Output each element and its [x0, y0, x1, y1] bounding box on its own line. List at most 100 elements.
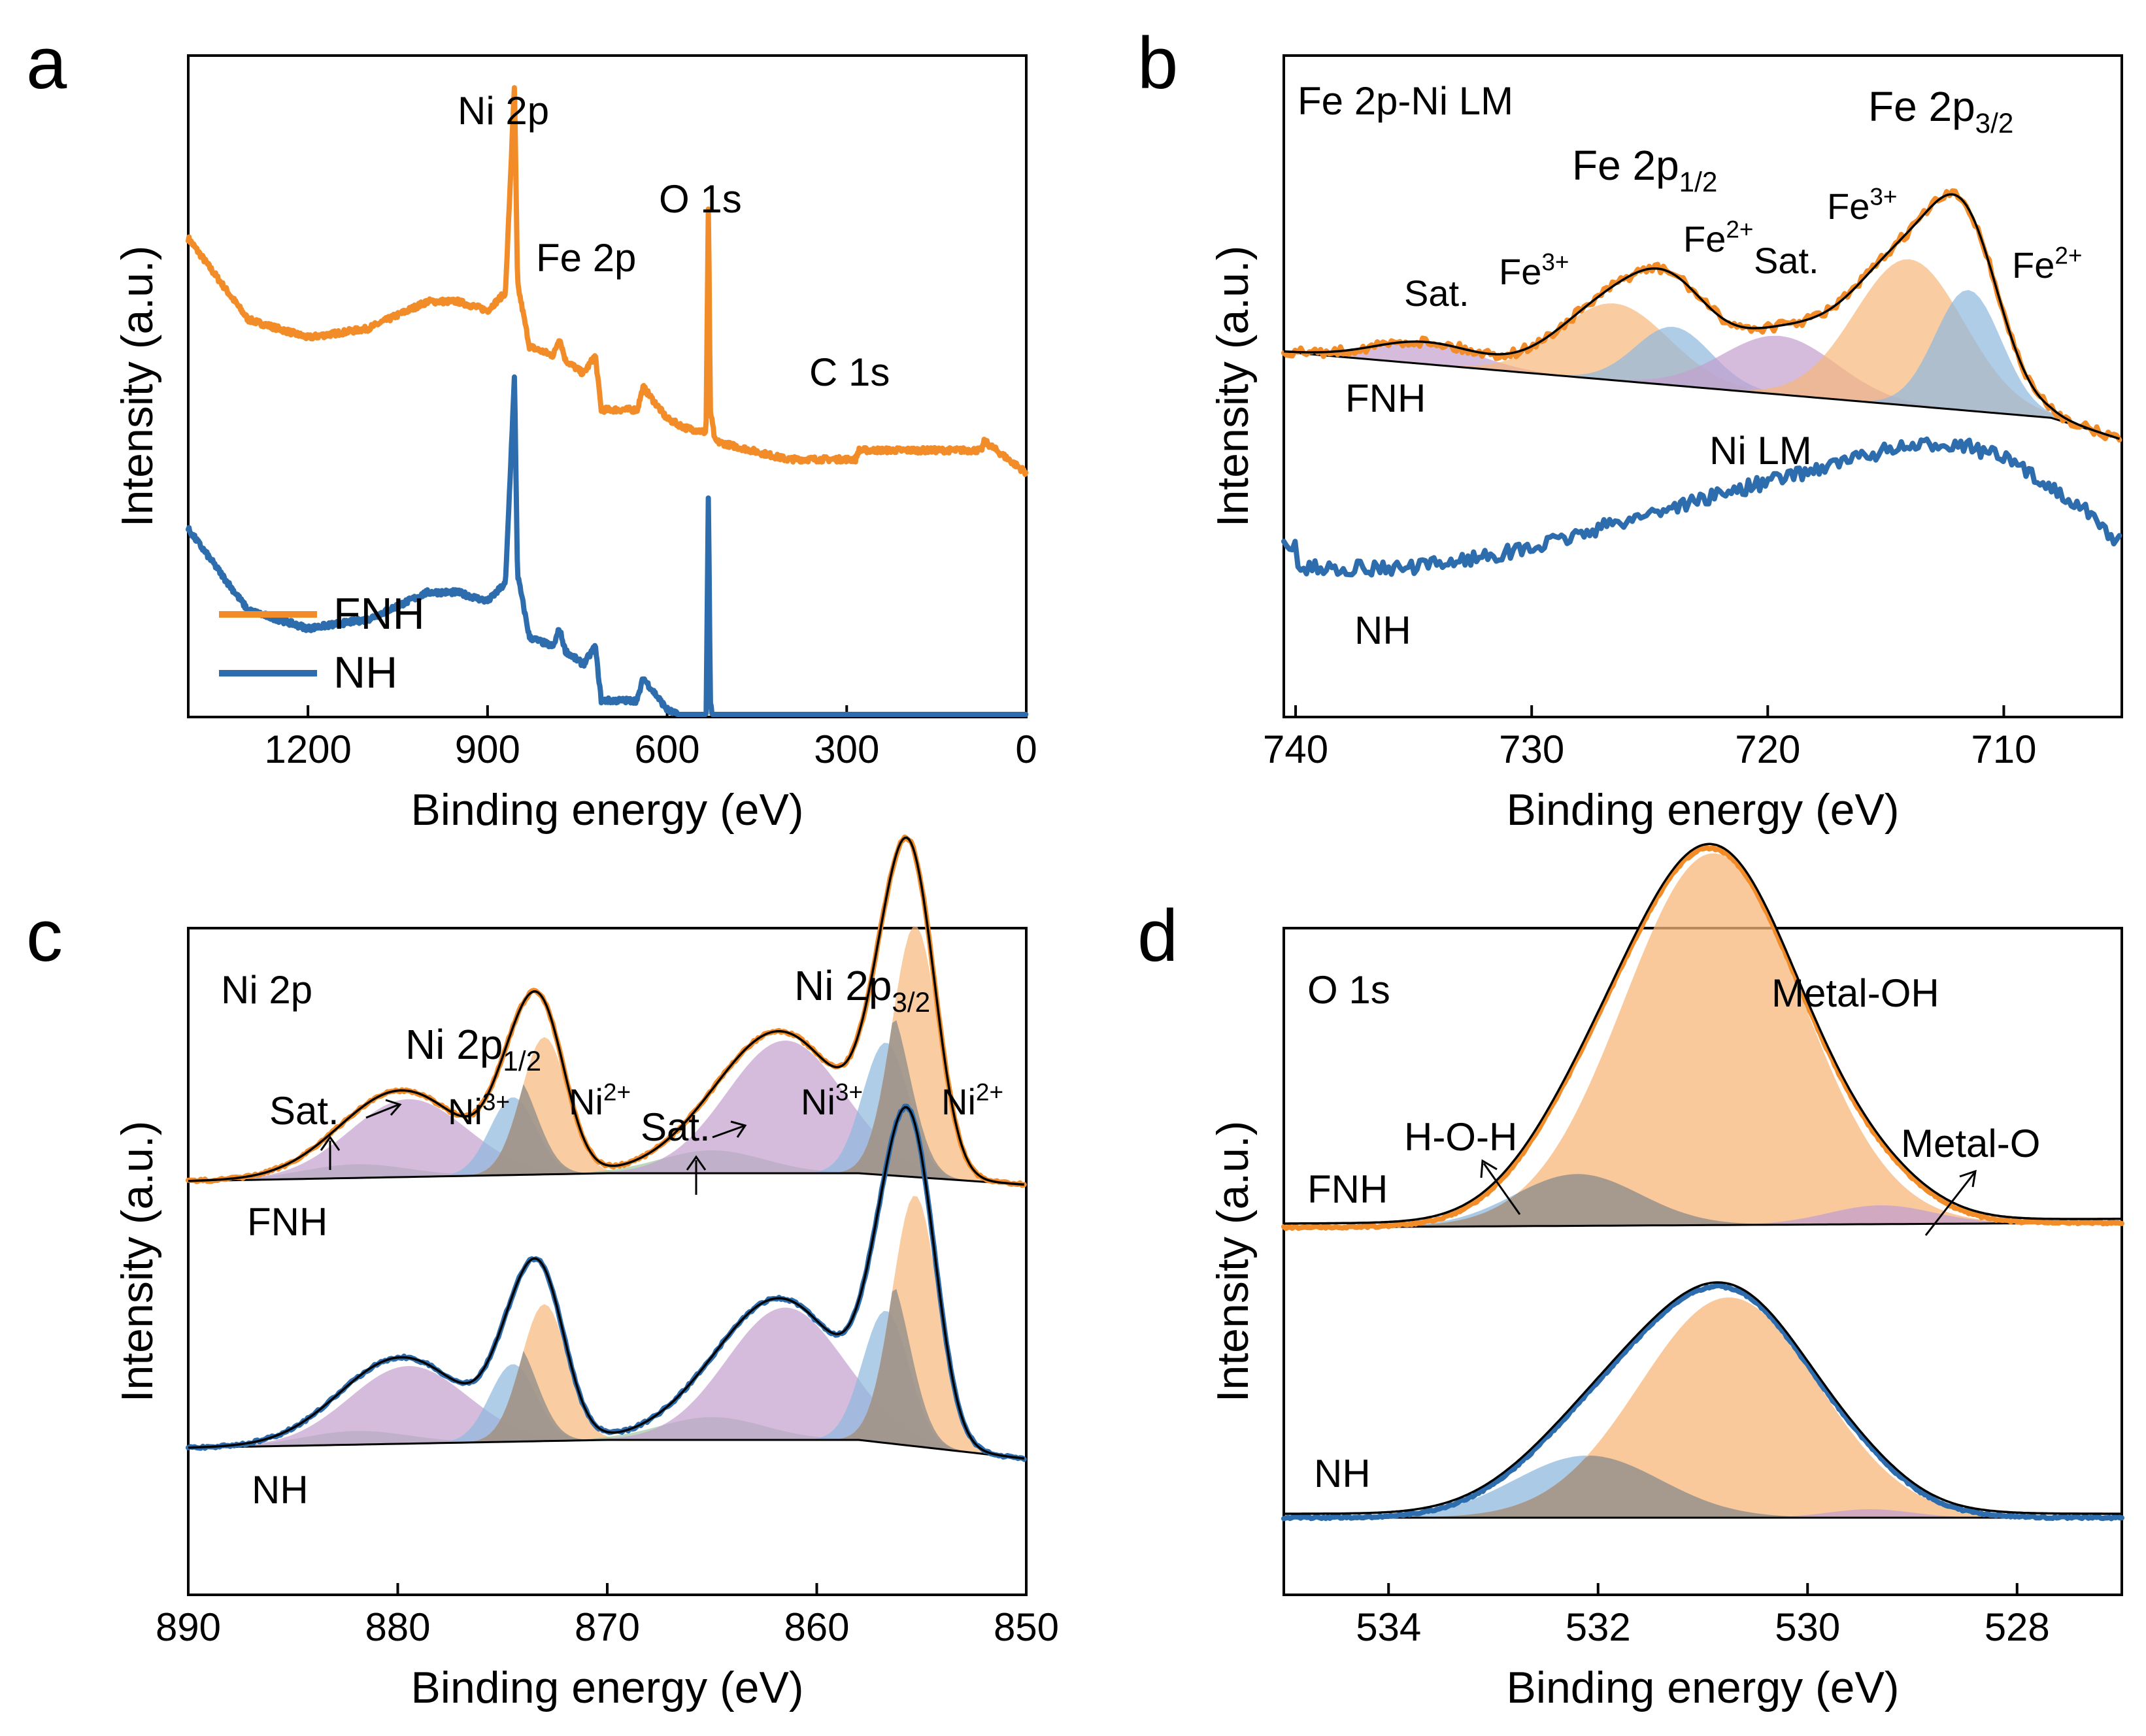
panel-letter: b — [1137, 22, 1178, 104]
label-FNH: FNH — [1307, 1167, 1388, 1211]
annotation-hoh: H-O-H — [1404, 1115, 1517, 1159]
x-axis-label: Binding energy (eV) — [411, 1663, 803, 1712]
annotation-metalo: Metal-O — [1901, 1122, 2040, 1165]
arrow-sat-1a — [320, 1135, 341, 1170]
x-tick-label: 870 — [575, 1605, 640, 1649]
background-line-NH — [188, 1439, 1027, 1460]
background-line — [1283, 351, 2122, 441]
series-line-FNH — [1281, 844, 2124, 1231]
x-tick-label: 880 — [365, 1605, 430, 1649]
arrow-sat-2b — [712, 1120, 747, 1139]
legend: FNH NH — [219, 589, 425, 697]
x-axis-label: Binding energy (eV) — [1506, 1663, 1899, 1712]
annotation-c1s: C 1s — [809, 350, 890, 394]
x-tick-label: 300 — [814, 727, 879, 771]
series-line-NH — [1281, 1282, 2124, 1522]
annotation-fe3-1: Fe3+ — [1499, 249, 1569, 292]
x-tick-label: 1200 — [264, 727, 351, 771]
legend-label-FNH: FNH — [333, 589, 425, 639]
y-axis-label: Intensity (a.u.) — [112, 1121, 162, 1403]
panel-b: 740 730 720 710 Binding energy (eV) Intensity… — [1137, 22, 2123, 835]
y-axis-label: Intensity (a.u.) — [112, 246, 162, 527]
peak-FNH-Sat. — [188, 1041, 1026, 1185]
annotation-fe2p: Fe 2p — [536, 236, 636, 280]
peak-FNH-Metal-OH — [1284, 853, 2122, 1227]
panel-letter: c — [26, 895, 63, 976]
fit-envelope-NH — [1284, 1281, 2122, 1515]
x-axis-label: Binding energy (eV) — [1506, 785, 1899, 835]
peak-Fe2+ — [1284, 290, 2122, 440]
panel-letter: a — [26, 22, 67, 104]
peak-NH-Sat. — [188, 1366, 1026, 1459]
x-tick-label: 740 — [1263, 727, 1328, 771]
legend-label-NH: NH — [333, 648, 397, 697]
fit-envelope — [1283, 193, 2120, 440]
x-tick-label: 0 — [1015, 727, 1037, 771]
background-line-FNH — [1283, 1222, 2112, 1229]
panel-title: Fe 2p-Ni LM — [1298, 79, 1513, 123]
fit-envelope-FNH — [188, 836, 1024, 1186]
x-tick-label: 850 — [994, 1605, 1059, 1649]
panel-title: Ni 2p — [221, 968, 312, 1012]
x-axis-label: Binding energy (eV) — [411, 785, 803, 835]
label-FNH: FNH — [1345, 376, 1426, 420]
annotation-sat-1: Sat. — [1404, 273, 1469, 314]
label-NH: NH — [1354, 609, 1411, 652]
peak-overlap-NH — [188, 1289, 1026, 1459]
x-tick-label: 860 — [784, 1605, 849, 1649]
annotation-fe2p32: Fe 2p3/2 — [1868, 83, 2013, 139]
fit-envelope-NH — [188, 1106, 1025, 1460]
panel-d: 534 532 530 528 Binding energy (eV) Intensity… — [1137, 843, 2124, 1712]
annotation-fe3-2: Fe3+ — [1827, 184, 1898, 227]
peak-FNH-Metal-O — [1284, 1205, 2122, 1227]
x-tick-label: 720 — [1735, 727, 1800, 771]
arrow-sat-2a — [686, 1155, 707, 1195]
annotation-ni2p12: Ni 2p1/2 — [405, 1021, 541, 1077]
peak-NH-Ni2+ — [188, 1195, 1026, 1459]
annotation-o1s: O 1s — [659, 177, 742, 221]
peak-NH-H-O-H — [1284, 1456, 2122, 1518]
peak-NH-Metal-O — [1284, 1509, 2122, 1518]
annotation-sat-2: Sat. — [1754, 240, 1819, 281]
x-tick-label: 600 — [635, 727, 700, 771]
peak-overlap-NH — [1284, 1456, 2122, 1518]
x-tick-label: 532 — [1566, 1605, 1631, 1649]
annotation-fe2-2: Fe2+ — [2012, 242, 2083, 286]
x-tick-label: 900 — [455, 727, 520, 771]
annotation-nilm: Ni LM — [1709, 429, 1812, 473]
annotation-ni3-1: Ni3+ — [448, 1089, 510, 1132]
annotation-ni2p32: Ni 2p3/2 — [794, 962, 930, 1018]
plot-frame — [187, 54, 1028, 718]
annotation-ni2p: Ni 2p — [458, 89, 549, 133]
annotation-metaloh: Metal-OH — [1771, 971, 1939, 1015]
panel-letter: d — [1137, 895, 1178, 976]
arrow-sat-1b — [365, 1099, 402, 1119]
peak-overlap-FNH — [1284, 1174, 2122, 1227]
label-NH: NH — [252, 1468, 309, 1512]
panel-a: 1200 900 600 300 0 Binding energy (eV) Intensi… — [26, 22, 1037, 835]
series-line-NH — [186, 374, 1029, 717]
y-axis-label: Intensity (a.u.) — [1208, 246, 1258, 527]
peak-FNH-Sat. — [188, 1099, 1026, 1185]
x-tick-label: 730 — [1499, 727, 1564, 771]
annotation-ni2-2: Ni2+ — [941, 1079, 1003, 1122]
annotation-sat-1: Sat. — [269, 1089, 339, 1133]
annotation-fe2p12: Fe 2p1/2 — [1572, 142, 1717, 197]
annotation-ni3-2: Ni3+ — [801, 1079, 863, 1122]
x-tick-label: 534 — [1356, 1605, 1421, 1649]
x-tick-label: 528 — [1985, 1605, 2050, 1649]
annotation-fe2-1: Fe2+ — [1683, 216, 1754, 259]
panel-title: O 1s — [1307, 968, 1390, 1012]
x-tick-label: 530 — [1775, 1605, 1840, 1649]
fit-envelope-FNH — [1284, 843, 2122, 1225]
series-line-NH — [1281, 436, 2122, 578]
x-tick-label: 710 — [1971, 727, 2036, 771]
label-FNH: FNH — [247, 1200, 327, 1244]
peak-NH-Metal-OH — [1284, 1297, 2122, 1518]
peak-NH-sat-b — [188, 1417, 1026, 1459]
peak-FNH-Ni2+ — [188, 926, 1026, 1185]
peak-NH-Sat. — [188, 1307, 1026, 1459]
plot-frame — [1283, 54, 2123, 718]
arrow-hoh — [1480, 1159, 1521, 1215]
